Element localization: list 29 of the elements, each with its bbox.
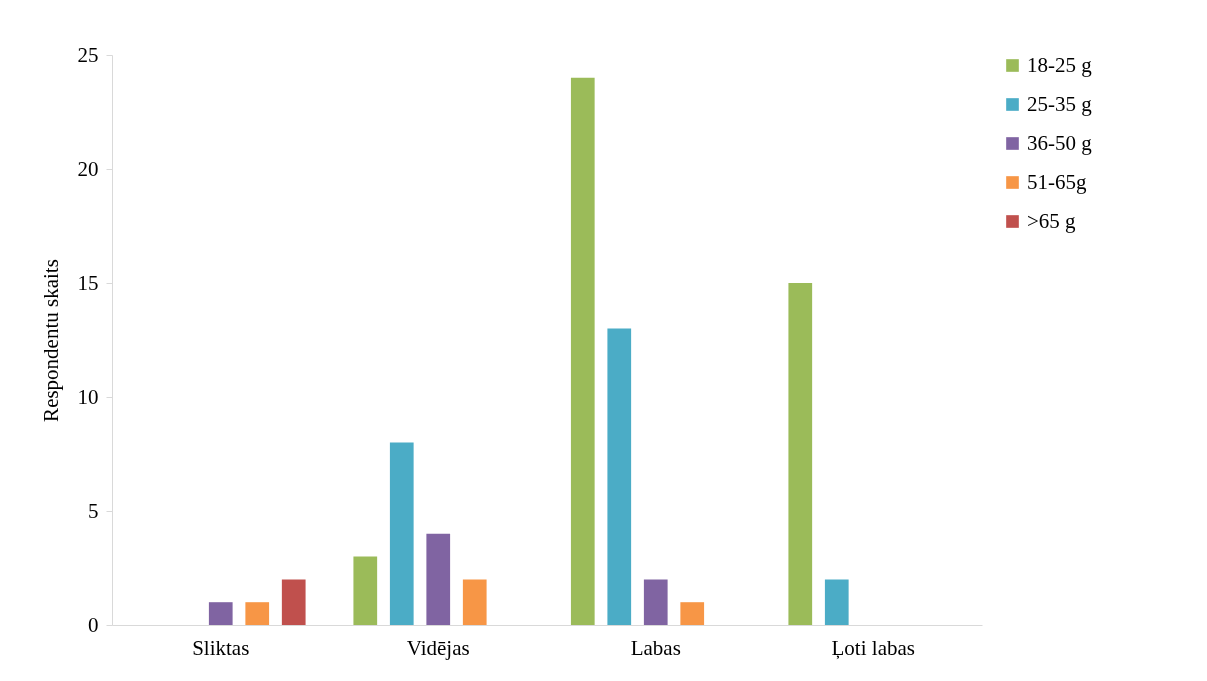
x-tick-label: Ļoti labas bbox=[831, 635, 915, 660]
legend-label: 25-35 g bbox=[1027, 91, 1093, 116]
y-tick-label: 15 bbox=[77, 270, 99, 295]
bar bbox=[680, 602, 705, 625]
bar bbox=[426, 533, 451, 625]
x-tick-label: Sliktas bbox=[192, 635, 250, 660]
bar bbox=[462, 579, 487, 625]
bar bbox=[389, 442, 414, 625]
bar bbox=[570, 77, 595, 625]
y-tick-label: 10 bbox=[77, 384, 99, 409]
y-tick-label: 25 bbox=[77, 42, 99, 67]
bar bbox=[281, 579, 306, 625]
bar bbox=[245, 602, 270, 625]
y-tick-label: 20 bbox=[77, 156, 99, 181]
x-tick-label: Labas bbox=[630, 635, 681, 660]
bar bbox=[824, 579, 849, 625]
legend-label: 18-25 g bbox=[1027, 52, 1093, 77]
bar bbox=[643, 579, 668, 625]
legend-label: 51-65g bbox=[1027, 169, 1087, 194]
legend-label: 36-50 g bbox=[1027, 130, 1093, 155]
bar bbox=[353, 556, 378, 625]
y-axis-title: Respondentu skaits bbox=[38, 259, 63, 422]
y-tick-label: 0 bbox=[88, 612, 99, 637]
bar bbox=[208, 602, 233, 625]
x-tick-label: Vidējas bbox=[406, 635, 470, 660]
bar bbox=[607, 328, 632, 625]
bar bbox=[788, 283, 813, 625]
y-tick-label: 5 bbox=[88, 498, 99, 523]
legend-label: >65 g bbox=[1027, 208, 1077, 233]
